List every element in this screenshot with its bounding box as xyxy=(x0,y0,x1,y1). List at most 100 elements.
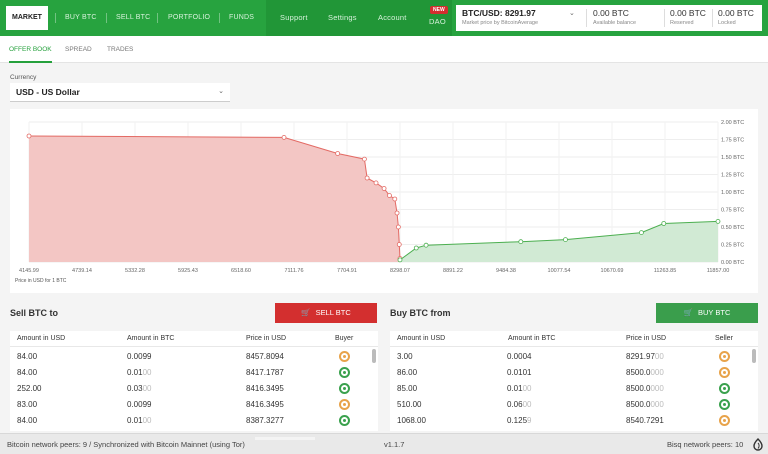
nav-buy-btc-tab[interactable]: BUY BTC xyxy=(65,14,97,21)
column-header[interactable]: Amount in BTC xyxy=(508,335,556,342)
table-row[interactable]: 84.00 0.0099 8457.8094 xyxy=(10,349,378,365)
data-point[interactable] xyxy=(715,219,721,224)
data-point[interactable] xyxy=(661,221,667,226)
x-tick-label: 8891.22 xyxy=(443,268,463,274)
peer-avatar-icon[interactable] xyxy=(719,399,730,410)
market-subtabs: OFFER BOOK SPREAD TRADES xyxy=(0,36,768,63)
table-row[interactable]: 3.00 0.0004 8291.9700 xyxy=(390,349,758,365)
data-point[interactable] xyxy=(381,186,387,191)
y-tick-label: 2.00 BTC xyxy=(721,120,744,126)
data-point[interactable] xyxy=(362,156,367,162)
scrollbar[interactable] xyxy=(372,349,376,363)
sell-btc-button[interactable]: 🛒 SELL BTC xyxy=(275,303,377,323)
amount-btc-cell: 0.0099 xyxy=(127,400,152,409)
nav-portfolio-tab[interactable]: PORTFOLIO xyxy=(168,14,211,21)
data-point[interactable] xyxy=(364,175,370,181)
peer-avatar-icon[interactable] xyxy=(719,367,730,378)
column-header[interactable]: Amount in USD xyxy=(397,335,446,342)
nav-separator xyxy=(106,13,107,23)
chevron-down-icon[interactable]: ⌄ xyxy=(569,10,575,17)
nav-dao-tab[interactable]: DAO xyxy=(429,17,446,26)
table-row[interactable]: 83.00 0.0099 8416.3495 xyxy=(10,397,378,413)
data-point[interactable] xyxy=(373,180,379,186)
nav-separator xyxy=(219,13,220,23)
price-usd-cell: 8416.3495 xyxy=(246,400,284,409)
reserved-balance-label: Reserved xyxy=(670,20,694,26)
table-row[interactable]: 1068.00 0.1259 8540.7291 xyxy=(390,413,758,429)
app-version: v1.1.7 xyxy=(384,440,405,449)
amount-usd-cell: 86.00 xyxy=(397,368,418,377)
currency-select[interactable]: USD - US Dollar ⌄ xyxy=(10,83,230,102)
amount-btc-cell: 0.0600 xyxy=(507,400,532,409)
peer-avatar-icon[interactable] xyxy=(719,351,730,362)
x-tick-label: 4739.14 xyxy=(72,268,92,274)
data-point[interactable] xyxy=(396,242,402,247)
column-header[interactable]: Seller xyxy=(715,335,733,342)
available-balance-label: Available balance xyxy=(593,20,637,26)
nav-settings-tab[interactable]: Settings xyxy=(328,13,357,22)
data-point[interactable] xyxy=(518,239,524,245)
nav-funds-tab[interactable]: FUNDS xyxy=(229,14,255,21)
data-point[interactable] xyxy=(563,237,568,243)
price-usd-cell: 8387.3277 xyxy=(246,416,284,425)
data-point[interactable] xyxy=(281,134,287,140)
data-point[interactable] xyxy=(639,230,644,235)
x-tick-label: 10077.54 xyxy=(548,268,571,274)
tor-onion-icon[interactable] xyxy=(752,437,764,451)
amount-usd-cell: 84.00 xyxy=(17,352,38,361)
data-point[interactable] xyxy=(392,196,398,202)
nav-sell-btc-tab[interactable]: SELL BTC xyxy=(116,14,151,21)
peer-avatar-icon[interactable] xyxy=(339,383,350,394)
market-price-selector[interactable]: BTC/USD: 8291.97 xyxy=(462,8,536,18)
data-point[interactable] xyxy=(397,257,403,263)
peer-avatar-icon[interactable] xyxy=(339,351,350,362)
data-point[interactable] xyxy=(387,193,392,198)
scrollbar[interactable] xyxy=(752,349,756,363)
amount-usd-cell: 83.00 xyxy=(17,400,38,409)
peer-avatar-icon[interactable] xyxy=(339,399,350,410)
table-row[interactable]: 86.00 0.0101 8500.0000 xyxy=(390,365,758,381)
price-usd-cell: 8416.3495 xyxy=(246,384,284,393)
table-row[interactable]: 510.00 0.0600 8500.0000 xyxy=(390,397,758,413)
table-row[interactable]: 84.00 0.0100 8387.3277 xyxy=(10,413,378,429)
tab-trades[interactable]: TRADES xyxy=(107,46,134,53)
table-row[interactable]: 85.00 0.0100 8500.0000 xyxy=(390,381,758,397)
avatar-dot xyxy=(723,355,726,358)
table-header: Amount in USD Amount in BTC Price in USD… xyxy=(390,331,758,347)
nav-market-tab[interactable]: MARKET xyxy=(6,6,48,30)
nav-account-tab[interactable]: Account xyxy=(378,13,407,22)
amount-usd-cell: 85.00 xyxy=(397,384,418,393)
data-point[interactable] xyxy=(335,151,341,156)
column-header[interactable]: Buyer xyxy=(335,335,354,342)
amount-btc-cell: 0.0004 xyxy=(507,352,532,361)
data-point[interactable] xyxy=(413,245,419,251)
amount-btc-cell: 0.1259 xyxy=(507,416,532,425)
column-header[interactable]: Price in USD xyxy=(626,335,667,342)
y-tick-label: 1.00 BTC xyxy=(721,190,744,196)
peer-avatar-icon[interactable] xyxy=(719,415,730,426)
data-point[interactable] xyxy=(394,210,400,216)
data-point[interactable] xyxy=(423,242,429,248)
tab-offer-book[interactable]: OFFER BOOK xyxy=(9,36,52,63)
status-footer: Bitcoin network peers: 9 / Synchronized … xyxy=(0,433,768,454)
avatar-dot xyxy=(723,371,726,374)
buy-panel-title: Buy BTC from xyxy=(390,308,451,318)
data-point[interactable] xyxy=(26,133,32,139)
peer-avatar-icon[interactable] xyxy=(719,383,730,394)
currency-value: USD - US Dollar xyxy=(16,87,80,97)
tab-spread[interactable]: SPREAD xyxy=(65,46,92,53)
table-row[interactable]: 84.00 0.0100 8417.1787 xyxy=(10,365,378,381)
data-point[interactable] xyxy=(395,224,401,230)
available-balance-value: 0.00 BTC xyxy=(593,8,629,18)
column-header[interactable]: Amount in USD xyxy=(17,335,66,342)
table-row[interactable]: 252.00 0.0300 8416.3495 xyxy=(10,381,378,397)
x-tick-label: 7111.76 xyxy=(284,268,303,274)
nav-support-tab[interactable]: Support xyxy=(280,13,308,22)
avatar-dot xyxy=(343,387,346,390)
avatar-dot xyxy=(723,403,726,406)
peer-avatar-icon[interactable] xyxy=(339,415,350,426)
buy-btc-button[interactable]: 🛒 BUY BTC xyxy=(656,303,758,323)
column-header[interactable]: Amount in BTC xyxy=(127,335,175,342)
peer-avatar-icon[interactable] xyxy=(339,367,350,378)
column-header[interactable]: Price in USD xyxy=(246,335,287,342)
